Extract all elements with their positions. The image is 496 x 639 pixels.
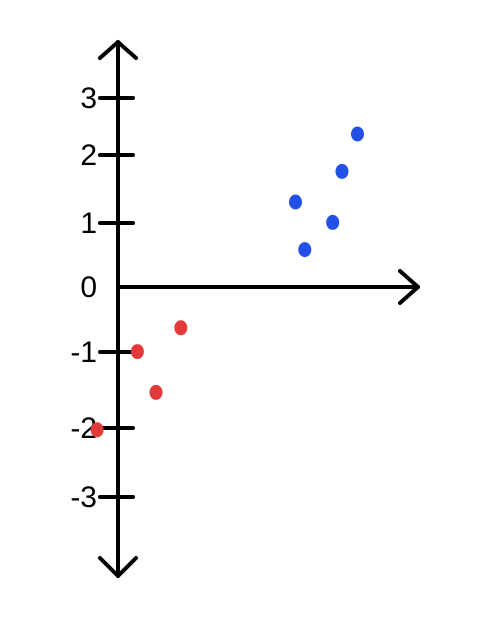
y-tick-label: -3 [70,481,97,514]
y-tick-label: 3 [80,82,97,115]
blue-data-point [326,214,340,230]
y-tick-label: -1 [70,336,97,369]
blue-data-point [289,194,302,210]
axes [98,40,420,578]
y-tick-label: 2 [80,139,97,172]
x-axis-arrowhead [398,269,420,305]
red-data-point [149,384,163,400]
red-data-point [174,320,188,336]
y-tick-label: 0 [80,271,97,304]
y-axis-arrowhead-top [98,40,138,60]
blue-data-point [351,126,364,142]
y-axis-arrowhead-bottom [98,556,138,578]
blue-data-point [298,242,312,258]
data-points [90,126,364,438]
red-data-point [90,422,104,438]
red-data-point [130,344,144,360]
y-tick-label: 1 [80,207,97,240]
blue-data-point [335,163,349,179]
